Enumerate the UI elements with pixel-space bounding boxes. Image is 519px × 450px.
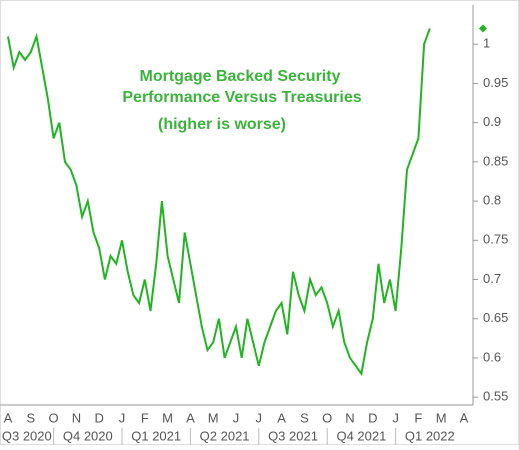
x-tick-label: M — [208, 410, 219, 425]
x-tick-label: A — [186, 410, 195, 425]
y-tick-label: 0.8 — [483, 193, 501, 208]
x-tick-label: S — [26, 410, 35, 425]
y-tick-label: 0.85 — [483, 153, 508, 168]
x-tick-label: J — [392, 410, 399, 425]
x-tick-label: M — [162, 410, 173, 425]
line — [7, 28, 431, 377]
last-value-marker — [479, 24, 487, 33]
x-tick-label: F — [414, 410, 422, 425]
x-tick-label: M — [436, 410, 447, 425]
y-tick-label: 0.75 — [483, 232, 508, 247]
y-tick-label: 0.7 — [483, 271, 501, 286]
x-tick-label: J — [233, 410, 240, 425]
x-tick-label: A — [4, 410, 13, 425]
y-tick-label: 0.95 — [483, 75, 508, 90]
annotation: Mortgage Backed Security — [140, 68, 341, 85]
x-tick-label: O — [322, 410, 332, 425]
quarter-label: Q1 2021 — [131, 428, 181, 443]
x-tick-label: F — [141, 410, 149, 425]
y-tick-label: 0.6 — [483, 349, 501, 364]
x-tick-label: J — [256, 410, 263, 425]
y-tick-label: 1 — [483, 36, 490, 51]
quarter-label: Q4 2021 — [336, 428, 386, 443]
x-tick-label: A — [460, 410, 469, 425]
quarter-label: Q2 2021 — [200, 428, 250, 443]
y-tick-label: 0.9 — [483, 114, 501, 129]
x-tick-label: N — [345, 410, 354, 425]
quarter-label: Q1 2022 — [405, 428, 455, 443]
x-tick-label: J — [119, 410, 126, 425]
x-tick-label: O — [49, 410, 59, 425]
annotation: Performance Versus Treasuries — [122, 89, 361, 106]
x-tick-label: D — [368, 410, 377, 425]
y-tick-label: 0.65 — [483, 310, 508, 325]
x-tick-label: A — [277, 410, 286, 425]
annotation: (higher is worse) — [158, 116, 286, 133]
x-tick-label: N — [72, 410, 81, 425]
y-tick-label: 0.55 — [483, 389, 508, 404]
quarter-label: Q3 2020 — [2, 428, 52, 443]
quarter-label: Q3 2021 — [268, 428, 318, 443]
x-tick-label: D — [95, 410, 104, 425]
quarter-label: Q4 2020 — [63, 428, 113, 443]
x-tick-label: S — [300, 410, 309, 425]
